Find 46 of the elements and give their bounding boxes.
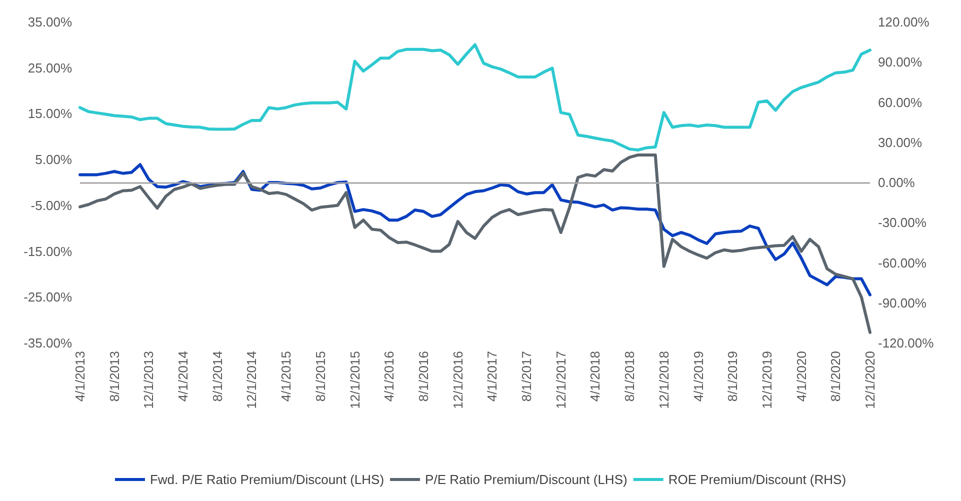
y-tick-label: -15.00% [24, 244, 72, 259]
y2-tick-label: 30.00% [878, 134, 923, 150]
x-tick-label: 12/1/2018 [656, 351, 672, 409]
x-tick-label: 8/1/2018 [622, 351, 638, 402]
y-tick-label: -35.00% [24, 336, 72, 350]
y2-tick-label: -120.00% [878, 336, 934, 350]
y-tick-label: 35.00% [28, 14, 72, 30]
x-tick-label: 12/1/2016 [450, 351, 466, 409]
x-tick-label: 12/1/2015 [347, 351, 362, 409]
y-tick-label: -25.00% [24, 290, 72, 305]
legend-label: P/E Ratio Premium/Discount (LHS) [425, 472, 628, 487]
legend-label: Fwd. P/E Ratio Premium/Discount (LHS) [150, 472, 384, 487]
x-tick-label: 8/1/2016 [416, 351, 431, 402]
y2-tick-label: 0.00% [878, 175, 916, 190]
x-tick-label: 4/1/2015 [278, 351, 294, 402]
line-series [78, 43, 872, 152]
x-tick-label: 12/1/2020 [862, 351, 878, 409]
x-tick-label: 4/1/2013 [72, 351, 88, 402]
y-tick-label: 25.00% [28, 60, 72, 76]
line-series [78, 153, 872, 334]
y2-tick-label: -90.00% [878, 295, 927, 310]
x-tick-label: 8/1/2015 [312, 351, 328, 402]
x-tick-label: 12/1/2019 [759, 351, 774, 409]
y2-tick-label: -30.00% [878, 215, 927, 230]
y2-tick-label: 120.00% [878, 14, 930, 30]
y2-tick-label: -60.00% [878, 255, 927, 270]
x-tick-label: 4/1/2014 [176, 351, 191, 402]
x-tick-label: 8/1/2019 [725, 351, 740, 402]
y2-tick-label: 90.00% [878, 54, 923, 70]
x-tick-label: 8/1/2020 [828, 351, 844, 402]
x-tick-label: 12/1/2017 [553, 351, 568, 409]
x-tick-label: 4/1/2016 [382, 351, 397, 402]
x-tick-label: 4/1/2017 [484, 351, 500, 402]
legend-label: ROE Premium/Discount (RHS) [668, 472, 846, 487]
x-tick-label: 12/1/2013 [141, 351, 156, 409]
x-tick-label: 12/1/2014 [244, 351, 260, 409]
x-tick-label: 4/1/2020 [794, 351, 809, 402]
x-tick-label: 4/1/2018 [588, 351, 603, 402]
x-tick-label: 8/1/2017 [519, 351, 534, 402]
y-tick-label: -5.00% [30, 198, 72, 213]
y-tick-label: 5.00% [35, 152, 72, 168]
y-tick-label: 15.00% [28, 106, 72, 122]
x-tick-label: 4/1/2019 [690, 351, 706, 402]
x-tick-label: 8/1/2013 [106, 351, 122, 402]
y2-tick-label: 60.00% [878, 94, 923, 110]
x-tick-label: 8/1/2014 [210, 351, 225, 402]
